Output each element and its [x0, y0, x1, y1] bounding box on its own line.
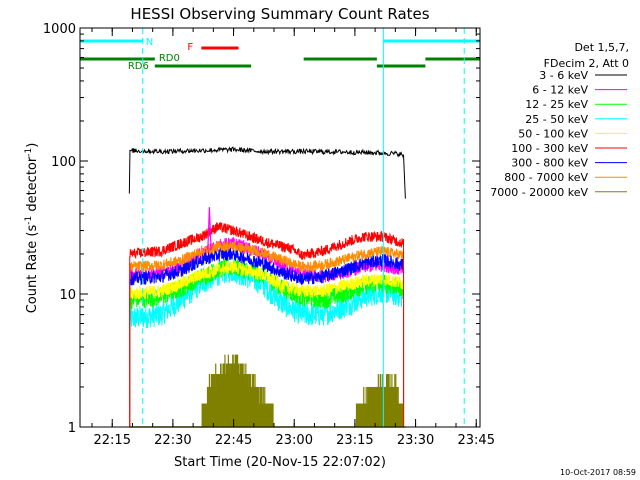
x-tick-label: 22:15 [94, 433, 131, 448]
x-tick-label: 22:45 [215, 433, 252, 448]
footer-timestamp: 10-Oct-2017 08:59 [560, 468, 636, 477]
series-line [129, 222, 405, 428]
series-3-6-kev [128, 146, 406, 199]
x-tick-label: 23:45 [458, 433, 495, 448]
series-line [129, 247, 405, 428]
legend-entry-label: 3 - 6 keV [539, 69, 588, 82]
y-tick-label: 1 [68, 421, 76, 436]
y-axis-label-end: ) [25, 143, 40, 148]
chart-title: HESSI Observing Summary Count Rates [130, 5, 429, 23]
x-tick-label: 23:00 [276, 433, 313, 448]
legend: Det 1,5,7, FDecim 2, Att 03 - 6 keV 6 - 12… [490, 41, 629, 199]
legend-entry-label: 6 - 12 keV [532, 84, 588, 97]
legend-entry-label: 25 - 50 keV [525, 113, 588, 126]
night-boundaries [142, 28, 465, 427]
x-tick-label: 23:30 [397, 433, 434, 448]
y-axis-label: Count Rate (s-1 detector-1) [24, 143, 40, 314]
legend-entry-label: 50 - 100 keV [518, 127, 588, 140]
series-100-300-kev [129, 222, 405, 428]
y-tick-label: 10 [59, 288, 76, 303]
series-line [129, 240, 405, 428]
series-300-800-kev [129, 247, 405, 428]
legend-entry-label: 800 - 7000 keV [504, 171, 588, 184]
y-axis-label-sup2: -1 [24, 148, 34, 157]
y-axis-label-main: Count Rate (s [25, 225, 40, 314]
x-axis-label: Start Time (20-Nov-15 22:07:02) [174, 455, 386, 470]
series-50-100-kev [129, 260, 405, 428]
flag-label-rd6: RD6 [128, 61, 149, 72]
legend-entry-label: 7000 - 20000 keV [490, 186, 588, 199]
legend-header: FDecim 2, Att 0 [544, 57, 629, 70]
plot-frame [79, 27, 481, 428]
legend-entry-label: 100 - 300 keV [511, 142, 588, 155]
series-line [129, 260, 405, 428]
axes: 22:15 22:30 22:45 23:00 23:15 23:30 23:45 1 10 10… [43, 22, 495, 448]
x-tick-label: 23:15 [336, 433, 373, 448]
y-tick-label: 100 [51, 155, 76, 170]
flag-label-n: N [146, 37, 153, 48]
flag-bars: N F RD0 RD6 [80, 37, 480, 72]
series-7000-20000-kev [129, 354, 406, 428]
legend-header: Det 1,5,7, [574, 41, 629, 54]
y-axis-label-mid: detector [25, 156, 40, 216]
series-25-50-kev [129, 260, 405, 428]
legend-entry-label: 12 - 25 keV [525, 98, 588, 111]
x-tick-label: 22:30 [154, 433, 191, 448]
series-group [128, 146, 406, 428]
series-line [128, 146, 406, 199]
legend-entry-label: 300 - 800 keV [511, 157, 588, 170]
series-line [129, 260, 405, 428]
y-axis-label-sup1: -1 [24, 216, 34, 225]
series-800-7000-kev [129, 240, 405, 428]
flag-label-rd0: RD0 [159, 53, 180, 64]
series-spike [207, 207, 212, 250]
y-tick-label: 1000 [43, 22, 76, 37]
flag-label-f: F [187, 42, 193, 53]
